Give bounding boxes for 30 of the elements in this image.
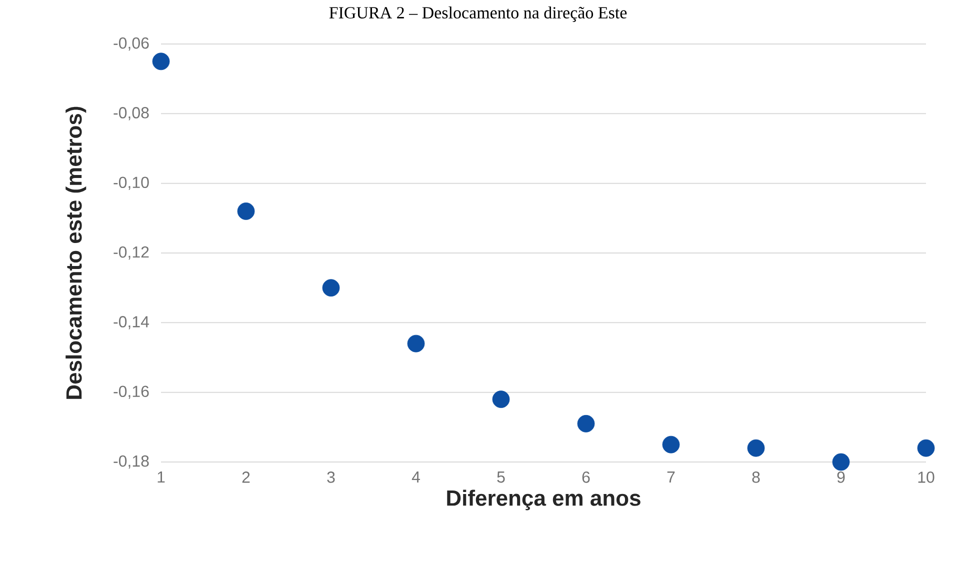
x-tick-label: 8	[752, 472, 760, 483]
point	[322, 279, 340, 297]
y-tick-label: -0,16	[114, 386, 149, 399]
x-tick-label: 3	[327, 472, 335, 483]
x-tick-label: 6	[582, 472, 590, 483]
x-tick-label: 2	[242, 472, 250, 483]
y-tick-label: -0,18	[114, 455, 149, 469]
y-tick-label: -0,08	[114, 107, 149, 120]
point	[492, 390, 510, 408]
x-tick-label: 10	[918, 472, 934, 483]
y-tick-label: -0,06	[114, 37, 149, 51]
y-axis-title: Deslocamento este (metros)	[66, 106, 86, 399]
point	[662, 436, 680, 454]
x-axis-title: Diferença em anos	[447, 490, 640, 510]
y-tick-label: -0,12	[114, 246, 149, 260]
x-tick-label: 5	[497, 472, 505, 483]
x-tick-label: 4	[412, 472, 420, 483]
point	[152, 52, 170, 70]
point	[577, 414, 595, 432]
point	[407, 334, 425, 352]
point	[747, 439, 765, 457]
chart-title: FIGURA 2 – Deslocamento na direção Este	[329, 6, 627, 22]
point	[917, 439, 935, 457]
x-tick-label: 9	[837, 472, 845, 483]
x-tick-label: 7	[667, 472, 675, 483]
point	[237, 202, 255, 220]
y-tick-label: -0,14	[114, 316, 149, 330]
y-tick-label: -0,10	[114, 176, 149, 190]
x-tick-label: 1	[158, 472, 165, 483]
point	[832, 453, 850, 471]
